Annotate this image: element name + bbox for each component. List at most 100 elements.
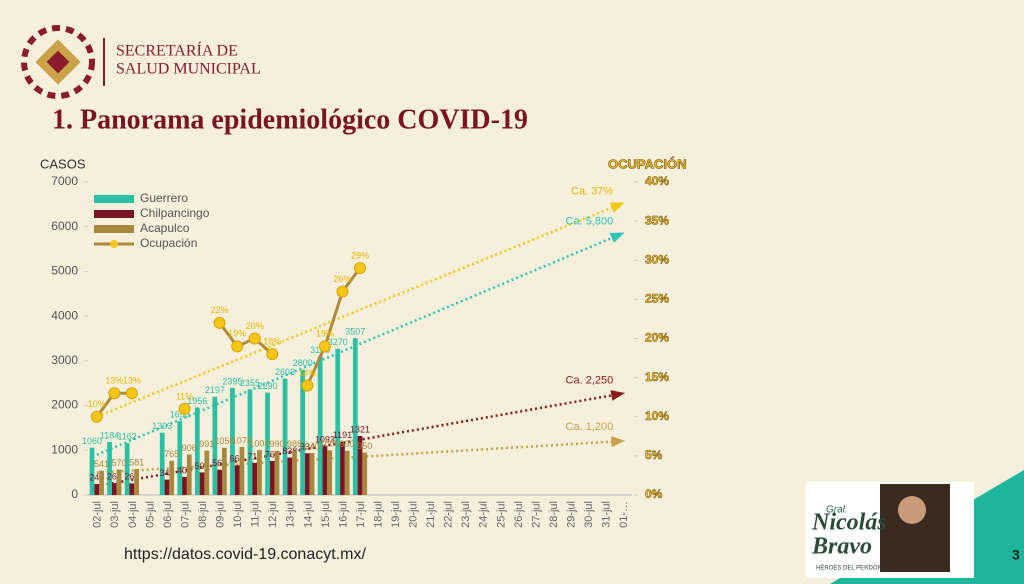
bar [230,387,235,495]
x-tick-label: 20-jul [408,501,420,528]
bar [357,435,363,495]
bar [194,407,200,495]
bar [234,465,240,495]
slide-title: 1. Panorama epidemiológico COVID-19 [52,104,528,135]
value-label: 20% [246,321,264,331]
trend-line [96,234,618,456]
point [266,348,279,361]
trend-arrow [611,436,626,448]
value-label: 990 [340,439,355,449]
point [248,332,261,345]
value-label: 245 [89,472,104,482]
value-label: 29% [351,250,369,260]
org-name: SALUD MUNICIPAL [116,61,261,78]
bar [99,470,104,495]
bar [282,378,288,495]
bar [212,396,218,495]
y2-tick-label: 35% [645,213,669,227]
x-tick-label: 30-jul [583,501,595,528]
value-label: 934 [300,442,315,452]
point [125,387,138,400]
brand-small: Gral. [826,505,848,516]
x-tick-label: 07-jul [179,501,191,528]
x-tick-label: 12-jul [267,501,279,528]
value-label: 3270 [328,337,348,347]
value-label: 2800 [293,358,313,368]
point [354,262,366,275]
legend-swatch [94,195,134,203]
bar [317,356,323,495]
trend-line [96,393,618,488]
bar [252,462,258,495]
y2-tick-label: 20% [645,331,669,345]
bar [134,469,139,495]
y-tick-label: 7000 [51,174,78,188]
value-label: 1191 [333,430,352,440]
value-label: 1162 [117,431,136,441]
value-label: 906 [182,443,197,453]
bar [322,446,328,495]
value-label: 1393 [152,421,172,431]
legend-swatch [94,210,134,218]
y2-tick-label: 25% [645,292,669,306]
y2-tick-label: 10% [645,409,669,423]
value-label: 1000 [320,439,340,449]
bar [287,457,293,495]
x-tick-label: 13-jul [285,501,297,528]
value-label: 665 [230,454,245,464]
legend-label: Acapulco [140,221,190,235]
y-tick-label: 2000 [51,398,78,412]
x-tick-label: 19-jul [390,501,402,528]
x-tick-label: 06-jul [162,501,174,528]
x-tick-label: 31-jul [601,501,613,528]
bar [107,442,112,495]
value-label: 2395 [222,376,242,386]
x-tick-label: 21-jul [425,501,437,528]
legend-swatch [94,225,134,233]
point [90,410,103,423]
bar [292,450,297,495]
legend-label: Ocupación [140,236,197,250]
value-label: 13% [123,376,141,386]
x-tick-label: 02-jul [92,501,104,528]
y2-axis-title: OCUPACIÓN [608,156,686,171]
bar [89,447,95,495]
point [213,316,226,329]
legend-swatch [110,240,118,248]
y2-tick-label: 0% [645,487,663,501]
value-label: 1321 [350,424,370,434]
value-label: 1060 [82,436,102,446]
legend-label: Chilpancingo [140,206,210,220]
logo [21,25,105,99]
brand: Bravo [811,534,872,560]
value-label: 761 [265,449,280,459]
value-label: 19% [316,329,334,339]
bar [269,460,275,495]
value-label: 990 [269,439,284,449]
bar [199,472,205,495]
bar [159,432,165,495]
value-label: 581 [129,457,144,467]
trend-arrow [609,232,625,243]
org-name: SECRETARÍA DE [116,41,238,60]
bar [327,450,333,495]
value-label: 950 [357,441,372,451]
bar [239,446,245,495]
bar [257,450,262,495]
point [336,285,349,298]
x-tick-label: 08-jul [197,501,209,528]
bar [304,453,310,495]
x-tick-label: 04-jul [127,501,139,528]
y-tick-label: 0 [71,487,78,501]
x-tick-label: 27-jul [530,501,542,528]
bar [94,484,100,495]
brand-motto: HÉROES DEL PERDÓN [816,565,882,572]
value-label: 940 [305,441,320,451]
y-tick-label: 1000 [51,442,78,456]
x-tick-label: 05-jul [144,501,156,528]
trend-arrow [609,202,625,213]
y-tick-label: 5000 [51,264,78,278]
value-label: 11% [176,391,193,401]
bar [182,476,187,495]
